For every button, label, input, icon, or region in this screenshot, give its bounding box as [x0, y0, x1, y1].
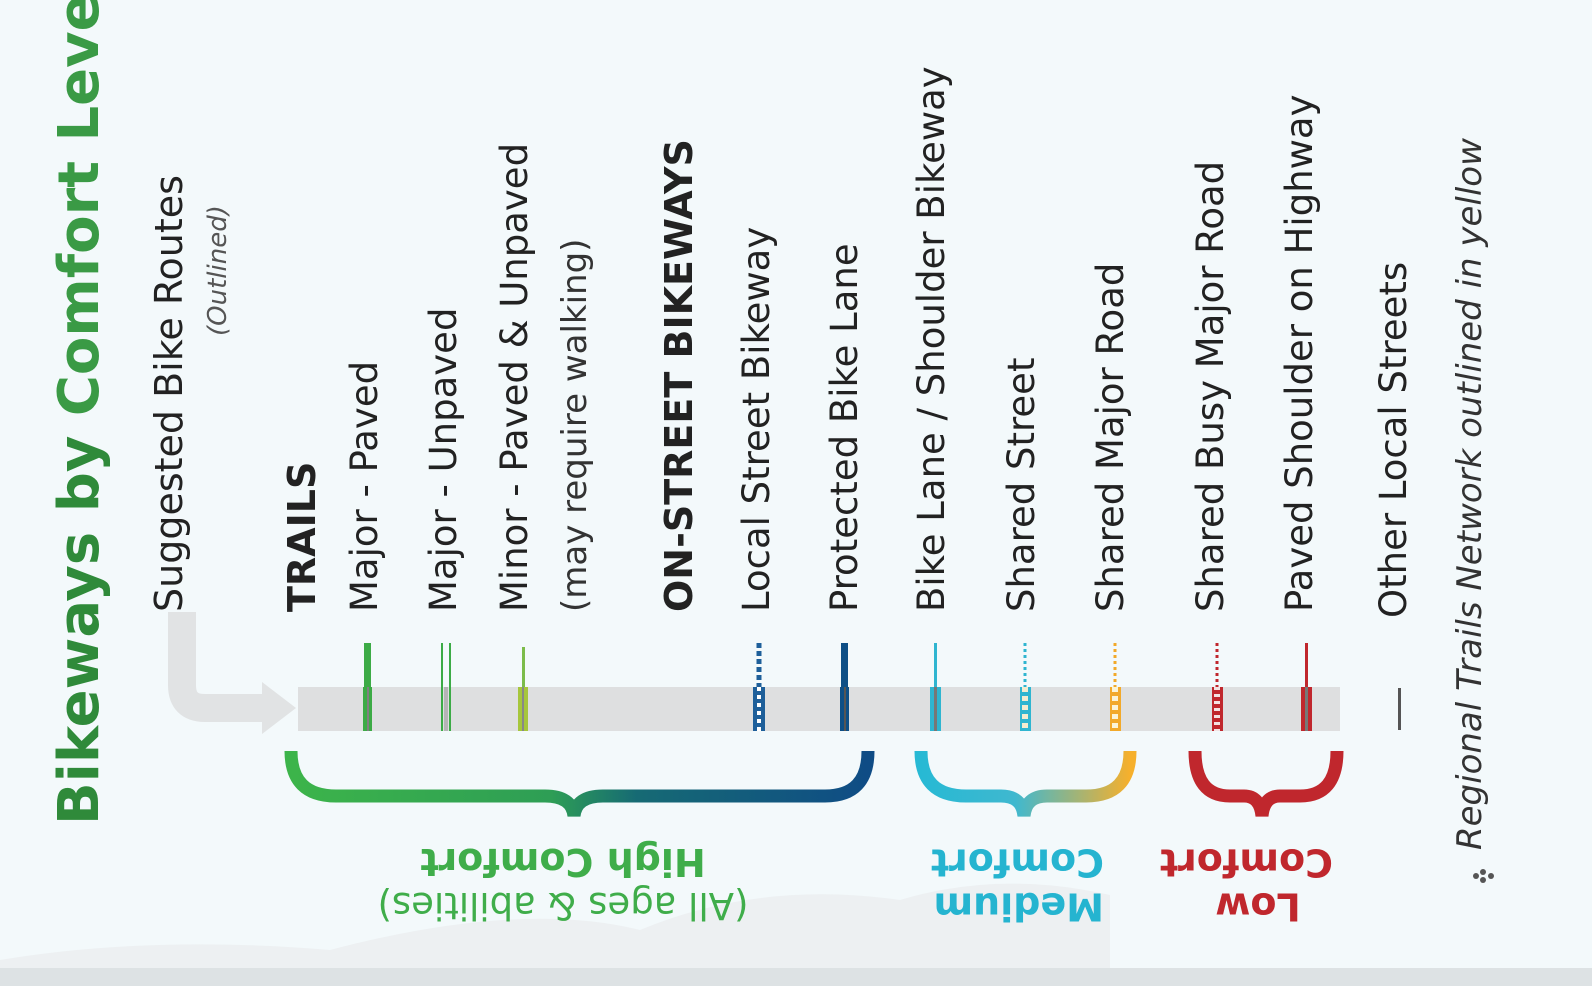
medium-comfort-title: Medium Comfort	[930, 840, 1104, 929]
symbol-shared-major-road	[1110, 643, 1121, 731]
label-other-local-streets: Other Local Streets	[1372, 261, 1415, 618]
symbol-protected-bike-lane	[840, 643, 849, 731]
on-street-heading: ON-STREET BIKEWAYS	[657, 139, 701, 612]
symbol-local-street-bikeway	[753, 643, 765, 731]
symbol-shared-busy-major-road	[1212, 643, 1223, 731]
high-comfort-sub: (All ages & abilities)	[377, 884, 749, 928]
footnote-text: Regional Trails Network outlined in yell…	[1450, 138, 1490, 850]
label-shared-major-road: Shared Major Road	[1089, 262, 1132, 612]
symbol-shared-street	[1020, 643, 1031, 731]
symbol-major-paved	[363, 643, 372, 731]
label-bike-lane-shoulder: Bike Lane / Shoulder Bikeway	[910, 66, 953, 612]
label-major-paved: Major - Paved	[343, 360, 386, 612]
label-shared-street: Shared Street	[1000, 357, 1043, 612]
arrow-head-icon	[262, 682, 296, 734]
symbol-bike-lane-shoulder	[930, 643, 941, 731]
bottom-strip	[0, 968, 1592, 986]
label-protected-bike-lane: Protected Bike Lane	[823, 243, 866, 612]
high-comfort-brace	[284, 750, 875, 818]
medium-comfort-label: Medium Comfort	[930, 840, 1104, 929]
label-paved-shoulder-highway: Paved Shoulder on Highway	[1278, 94, 1321, 612]
label-local-street-bikeway: Local Street Bikeway	[735, 226, 778, 612]
medium-comfort-brace	[914, 750, 1137, 818]
low-comfort-title: Low Comfort	[1159, 840, 1333, 929]
label-minor-note: (may require walking)	[555, 238, 595, 612]
symbol-major-unpaved	[441, 643, 451, 731]
suggested-routes-band	[298, 687, 1340, 731]
symbol-other-local-streets	[1398, 688, 1401, 730]
low-comfort-label: Low Comfort	[1159, 840, 1333, 929]
flower-icon	[1473, 869, 1494, 883]
trails-heading: TRAILS	[280, 461, 324, 612]
high-comfort-title: High Comfort	[420, 840, 706, 885]
label-major-unpaved: Major - Unpaved	[422, 307, 465, 612]
symbol-minor-paved-unpaved	[518, 647, 528, 731]
curved-arrow-icon	[168, 612, 262, 722]
label-shared-busy-major-road: Shared Busy Major Road	[1189, 160, 1232, 612]
label-minor-paved-unpaved: Minor - Paved & Unpaved	[493, 142, 536, 612]
high-comfort-label: (All ages & abilities) High Comfort	[377, 840, 749, 928]
background-terrain-shape	[0, 883, 1110, 986]
low-comfort-brace	[1188, 750, 1344, 817]
symbol-paved-shoulder-highway	[1301, 643, 1312, 731]
